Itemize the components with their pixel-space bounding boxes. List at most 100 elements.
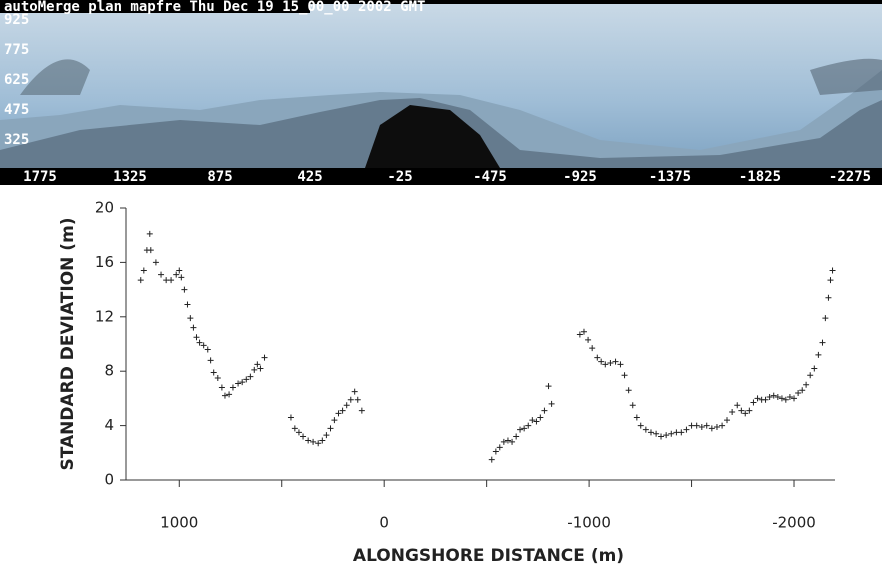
y-tick-label: 4 bbox=[104, 416, 114, 434]
y-axis-title: STANDARD DEVIATION (m) bbox=[58, 217, 78, 470]
data-point bbox=[287, 414, 294, 421]
data-point bbox=[500, 438, 507, 445]
photo-y-label: 925 bbox=[4, 12, 29, 28]
data-point bbox=[173, 271, 180, 278]
data-point bbox=[254, 361, 261, 368]
data-point bbox=[633, 414, 640, 421]
data-point bbox=[778, 395, 785, 402]
data-point bbox=[647, 429, 654, 436]
data-point bbox=[746, 407, 753, 414]
data-point bbox=[247, 373, 254, 380]
data-point bbox=[261, 354, 268, 361]
data-point bbox=[492, 448, 499, 455]
data-point bbox=[218, 384, 225, 391]
data-point bbox=[323, 432, 330, 439]
data-point bbox=[521, 425, 528, 432]
photo-title-bg bbox=[0, 0, 310, 13]
data-point bbox=[621, 372, 628, 379]
data-point bbox=[193, 334, 200, 341]
data-point bbox=[612, 358, 619, 365]
data-point bbox=[190, 324, 197, 331]
data-point bbox=[347, 396, 354, 403]
data-point bbox=[750, 399, 757, 406]
data-point bbox=[719, 422, 726, 429]
photo-title: autoMerge plan mapfre Thu Dec 19 15_00_0… bbox=[4, 0, 425, 15]
data-point bbox=[331, 417, 338, 424]
photo-x-label: -25 bbox=[387, 169, 412, 185]
data-point bbox=[708, 425, 715, 432]
data-point bbox=[617, 361, 624, 368]
data-point bbox=[742, 410, 749, 417]
data-point bbox=[178, 274, 185, 281]
data-point bbox=[683, 426, 690, 433]
data-point bbox=[791, 395, 798, 402]
data-point bbox=[782, 396, 789, 403]
data-point bbox=[580, 328, 587, 335]
x-tick-label: 0 bbox=[379, 514, 389, 532]
data-point bbox=[327, 425, 334, 432]
data-point bbox=[335, 410, 342, 417]
data-point bbox=[354, 396, 361, 403]
data-point bbox=[598, 358, 605, 365]
photo-y-label: 475 bbox=[4, 102, 29, 118]
data-point bbox=[226, 391, 233, 398]
data-point bbox=[509, 438, 516, 445]
data-point bbox=[795, 389, 802, 396]
data-point bbox=[187, 315, 194, 322]
photo-jetty bbox=[20, 59, 90, 95]
data-point bbox=[221, 392, 228, 399]
data-point bbox=[257, 365, 264, 372]
data-point bbox=[698, 423, 705, 430]
data-point bbox=[829, 267, 836, 274]
data-point bbox=[658, 433, 665, 440]
data-point bbox=[229, 384, 236, 391]
data-point bbox=[576, 331, 583, 338]
data-point bbox=[196, 339, 203, 346]
data-point bbox=[137, 277, 144, 284]
data-point bbox=[815, 351, 822, 358]
photo-y-label: 325 bbox=[4, 132, 29, 148]
data-point bbox=[693, 422, 700, 429]
data-point bbox=[291, 425, 298, 432]
photo-x-label: 425 bbox=[297, 169, 322, 185]
data-point bbox=[729, 409, 736, 415]
x-axis-title: ALONGSHORE DISTANCE (m) bbox=[353, 546, 624, 566]
photo-x-label: -1825 bbox=[739, 169, 781, 185]
data-point bbox=[825, 294, 832, 301]
photo-cliff bbox=[365, 105, 500, 168]
data-point bbox=[762, 396, 769, 403]
data-point bbox=[310, 438, 317, 445]
x-tick-label: 1000 bbox=[160, 514, 198, 532]
y-tick-label: 12 bbox=[95, 307, 114, 325]
data-point bbox=[168, 277, 175, 284]
data-point bbox=[184, 301, 191, 308]
photo-y-label: 625 bbox=[4, 72, 29, 88]
photo-x-label: -925 bbox=[563, 169, 597, 185]
data-point bbox=[668, 430, 675, 437]
data-point bbox=[548, 400, 555, 407]
data-point bbox=[243, 376, 250, 383]
y-tick-label: 16 bbox=[95, 253, 114, 271]
data-point bbox=[799, 387, 806, 394]
data-point bbox=[295, 429, 302, 436]
data-point bbox=[688, 422, 695, 429]
data-point bbox=[585, 336, 592, 343]
data-point bbox=[819, 339, 826, 346]
data-point bbox=[351, 388, 358, 395]
x-tick-label: -1000 bbox=[567, 514, 611, 532]
data-point bbox=[533, 418, 540, 425]
data-point bbox=[629, 402, 636, 409]
data-point bbox=[713, 423, 720, 430]
data-point bbox=[766, 394, 773, 401]
data-point bbox=[496, 444, 503, 451]
data-point bbox=[207, 357, 214, 364]
data-point bbox=[770, 392, 777, 399]
data-point bbox=[754, 395, 761, 402]
photo-x-label: -1375 bbox=[649, 169, 691, 185]
data-point bbox=[774, 394, 781, 401]
data-point bbox=[517, 426, 524, 433]
data-point bbox=[488, 456, 495, 463]
data-point bbox=[251, 366, 258, 373]
photo-y-label: 775 bbox=[4, 42, 29, 58]
